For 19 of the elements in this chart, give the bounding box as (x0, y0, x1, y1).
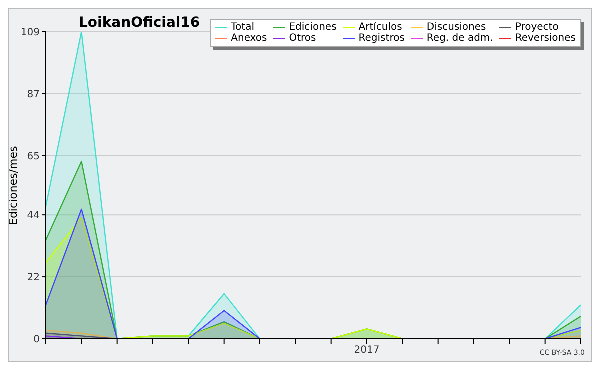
y-axis-title: Ediciones/mes (6, 146, 20, 226)
legend-label: Artículos (358, 22, 404, 33)
legend-label: Reversiones (514, 33, 576, 44)
legend-label: Reg. de adm. (426, 33, 494, 44)
y-tick-label: 0 (34, 334, 40, 346)
legend-label: Total (230, 22, 256, 33)
legend-label: Anexos (230, 33, 268, 44)
y-tick-label: 22 (27, 272, 40, 284)
legend-label: Otros (288, 33, 318, 44)
y-tick-label: 65 (27, 151, 40, 162)
y-tick-label: 109 (20, 28, 40, 39)
legend-label: Ediciones (288, 22, 337, 33)
y-tick-label: 44 (27, 210, 40, 222)
x-tick-label: 2017 (354, 345, 380, 356)
legend-label: Registros (358, 33, 405, 44)
y-tick-label: 87 (27, 90, 40, 101)
legend-label: Discusiones (426, 22, 488, 33)
chart-title: LoikanOficial16 (79, 15, 200, 31)
legend-label: Proyecto (514, 22, 559, 33)
